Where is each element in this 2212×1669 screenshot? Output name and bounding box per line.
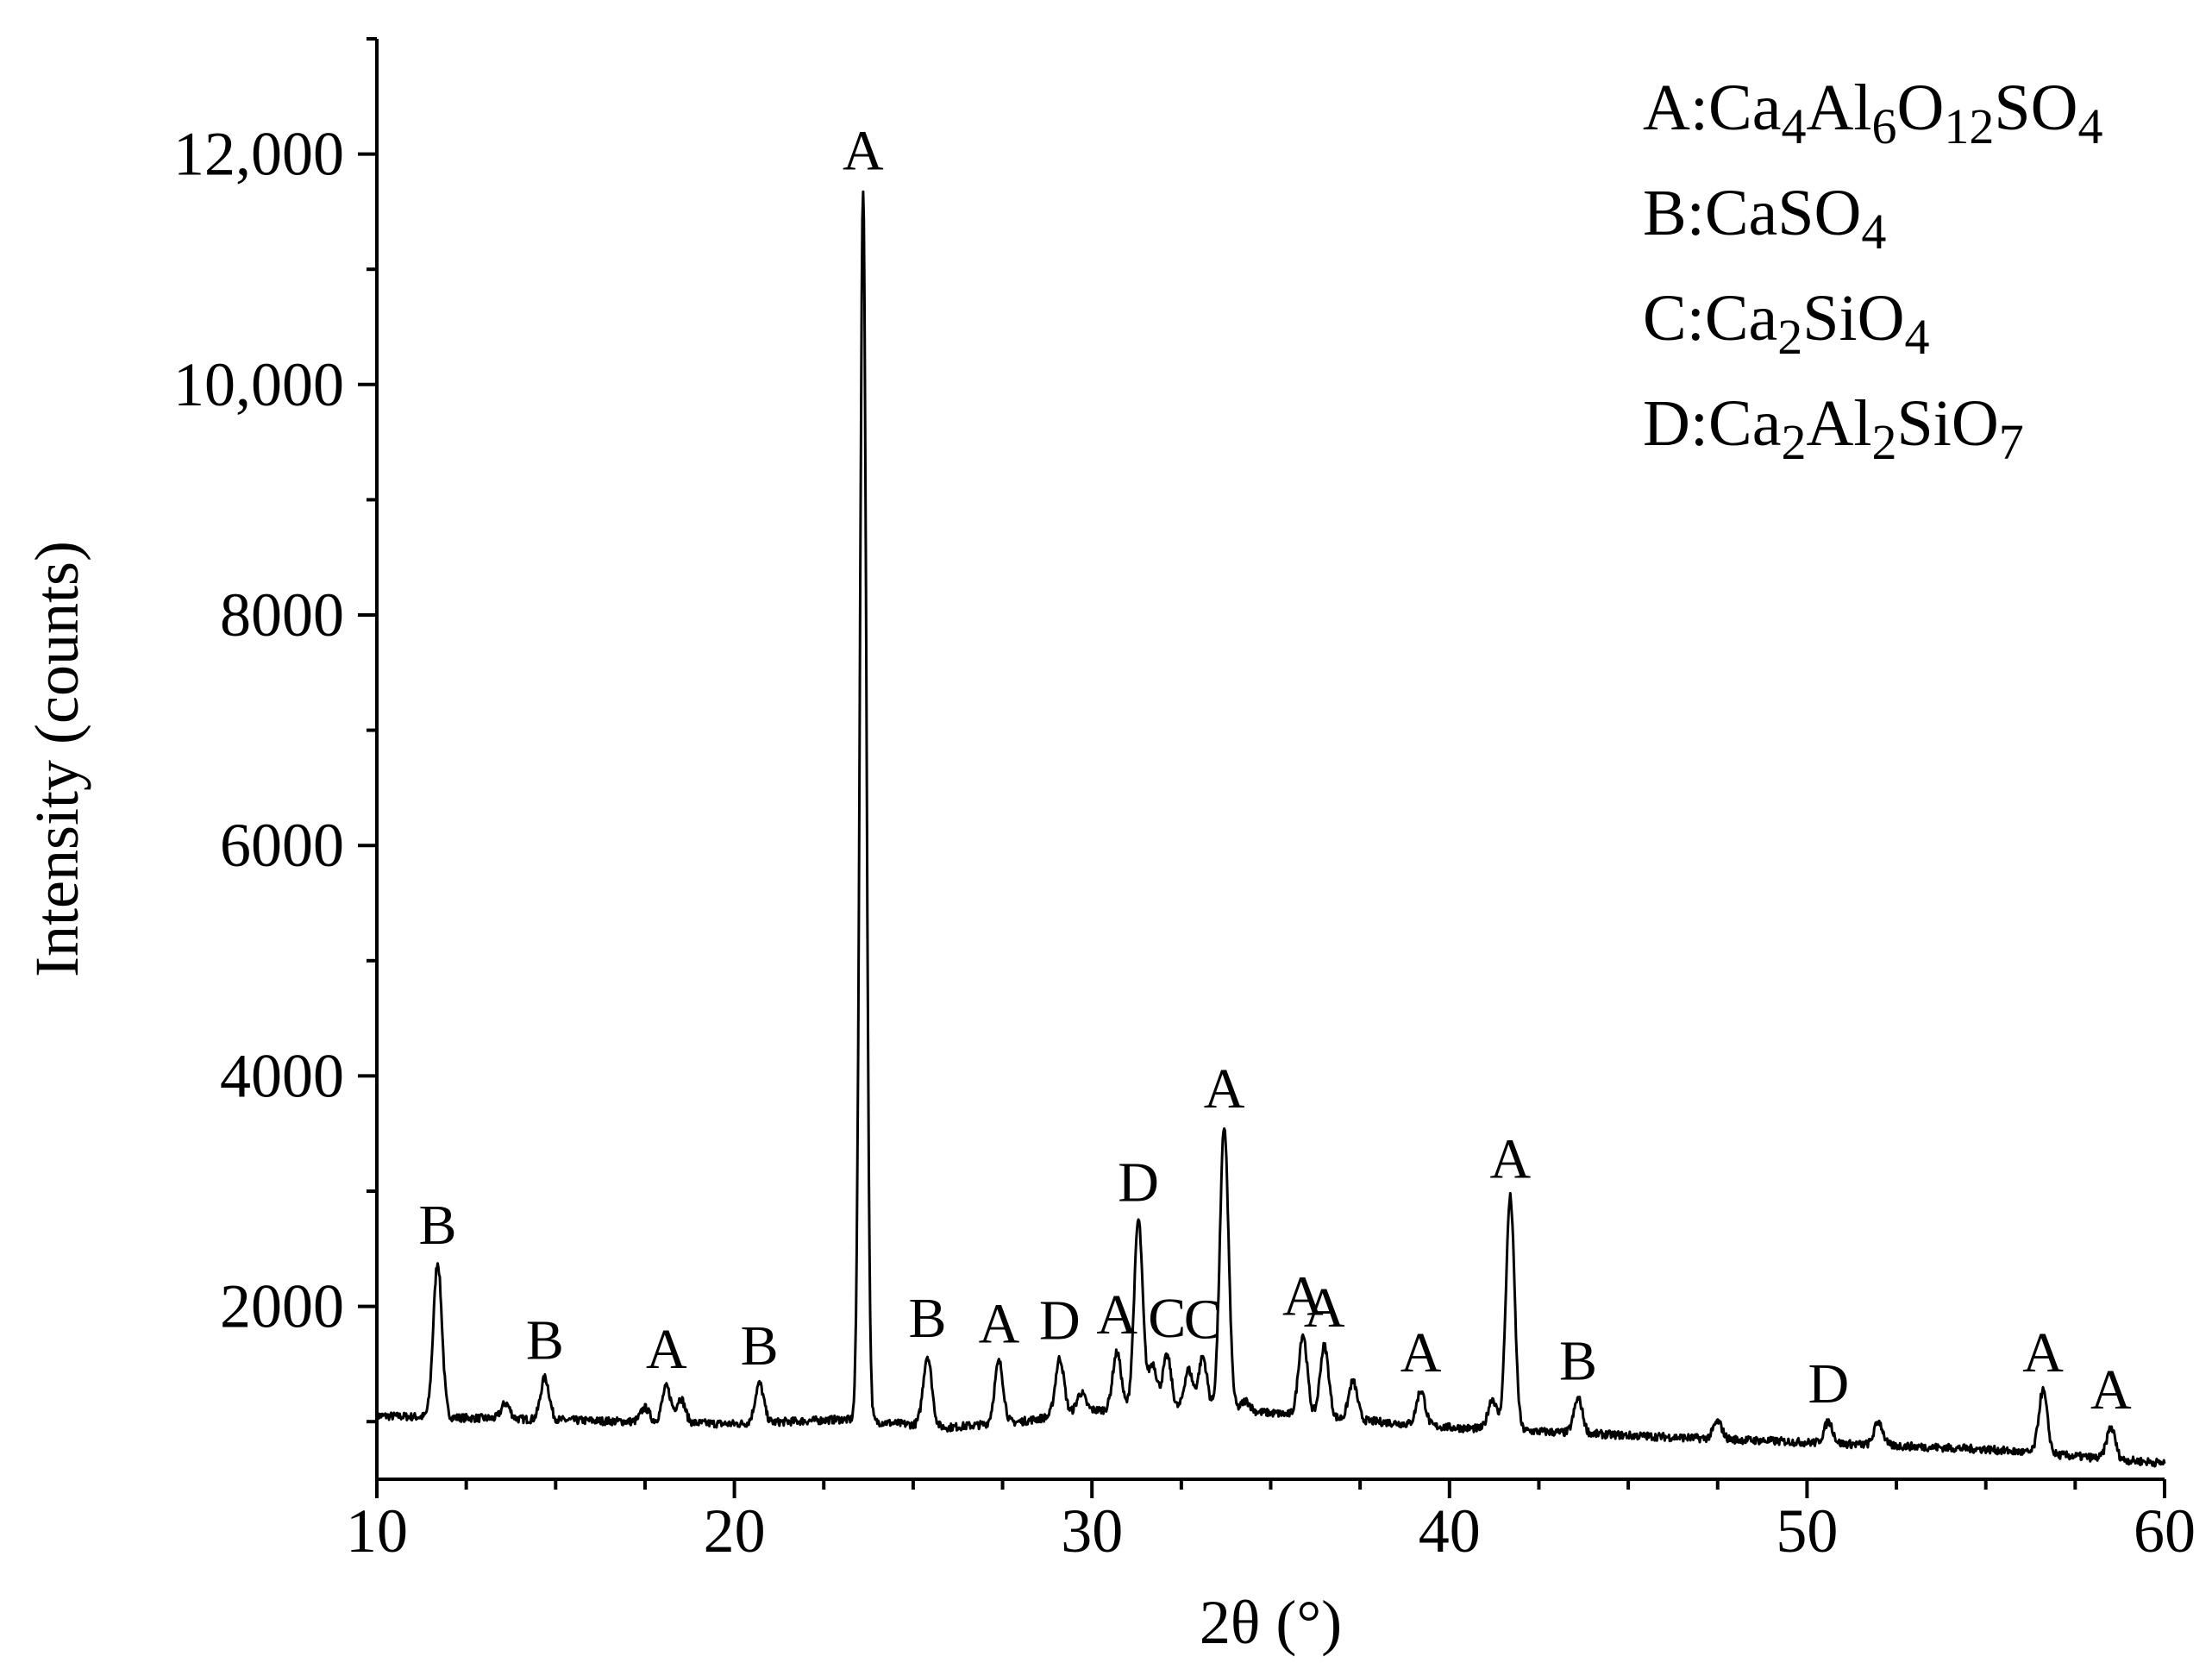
xrd-trace-line [375, 190, 2166, 1468]
peak-label-C: C [1184, 1288, 1222, 1351]
peak-label-B: B [526, 1308, 564, 1371]
peak-label-A: A [2022, 1321, 2064, 1384]
x-axis: 10 20 30 40 50 60 [346, 1479, 2196, 1565]
legend-entry-B: B:CaSO4 [1643, 177, 1886, 260]
peak-label-C: C [1148, 1287, 1186, 1350]
legend-entry-C: C:Ca2SiO4 [1643, 282, 1930, 365]
x-tick-label: 50 [1776, 1496, 1838, 1565]
peak-label-D: D [1118, 1151, 1159, 1214]
y-axis: 2000 4000 6000 8000 10,000 12,000 [173, 37, 377, 1424]
legend: A:Ca4Al6O12SO4 B:CaSO4 C:Ca2SiO4 D:Ca2Al2Si… [1643, 72, 2102, 470]
x-axis-title: 2θ (°) [1200, 1588, 1342, 1657]
y-tick-label: 12,000 [173, 120, 344, 189]
peak-label-B: B [1559, 1329, 1597, 1392]
peak-label-A: A [646, 1318, 687, 1381]
legend-entry-D: D:Ca2Al2SiO7 [1643, 387, 2024, 470]
x-tick-label: 40 [1419, 1496, 1481, 1565]
x-tick-label: 60 [2134, 1496, 2196, 1565]
peak-label-A: A [1282, 1265, 1324, 1328]
y-tick-label: 2000 [220, 1272, 344, 1341]
peak-label-A: A [1304, 1277, 1345, 1340]
x-tick-label: 10 [346, 1496, 408, 1565]
x-tick-label: 30 [1061, 1496, 1123, 1565]
peak-label-A: A [1096, 1283, 1137, 1346]
peak-label-D: D [1808, 1352, 1849, 1415]
peak-label-A: A [2090, 1358, 2132, 1421]
peak-label-A: A [843, 120, 884, 183]
peak-label-B: B [908, 1287, 946, 1350]
diffraction-trace [375, 190, 2166, 1468]
x-tick-label: 20 [704, 1496, 766, 1565]
legend-entry-A: A:Ca4Al6O12SO4 [1643, 72, 2102, 154]
y-tick-label: 4000 [220, 1041, 344, 1110]
peak-label-A: A [1401, 1321, 1442, 1384]
y-axis-title: Intensity (counts) [22, 541, 91, 977]
peak-label-A: A [1204, 1057, 1245, 1120]
y-tick-label: 6000 [220, 811, 344, 880]
peak-label-D: D [1039, 1289, 1081, 1352]
plot-frame [375, 39, 2165, 1481]
peak-label-A: A [1489, 1128, 1531, 1191]
peak-label-A: A [979, 1293, 1020, 1356]
peak-label-B: B [741, 1314, 779, 1377]
y-tick-label: 10,000 [173, 350, 344, 419]
y-tick-label: 8000 [220, 580, 344, 649]
peak-label-B: B [418, 1194, 456, 1257]
